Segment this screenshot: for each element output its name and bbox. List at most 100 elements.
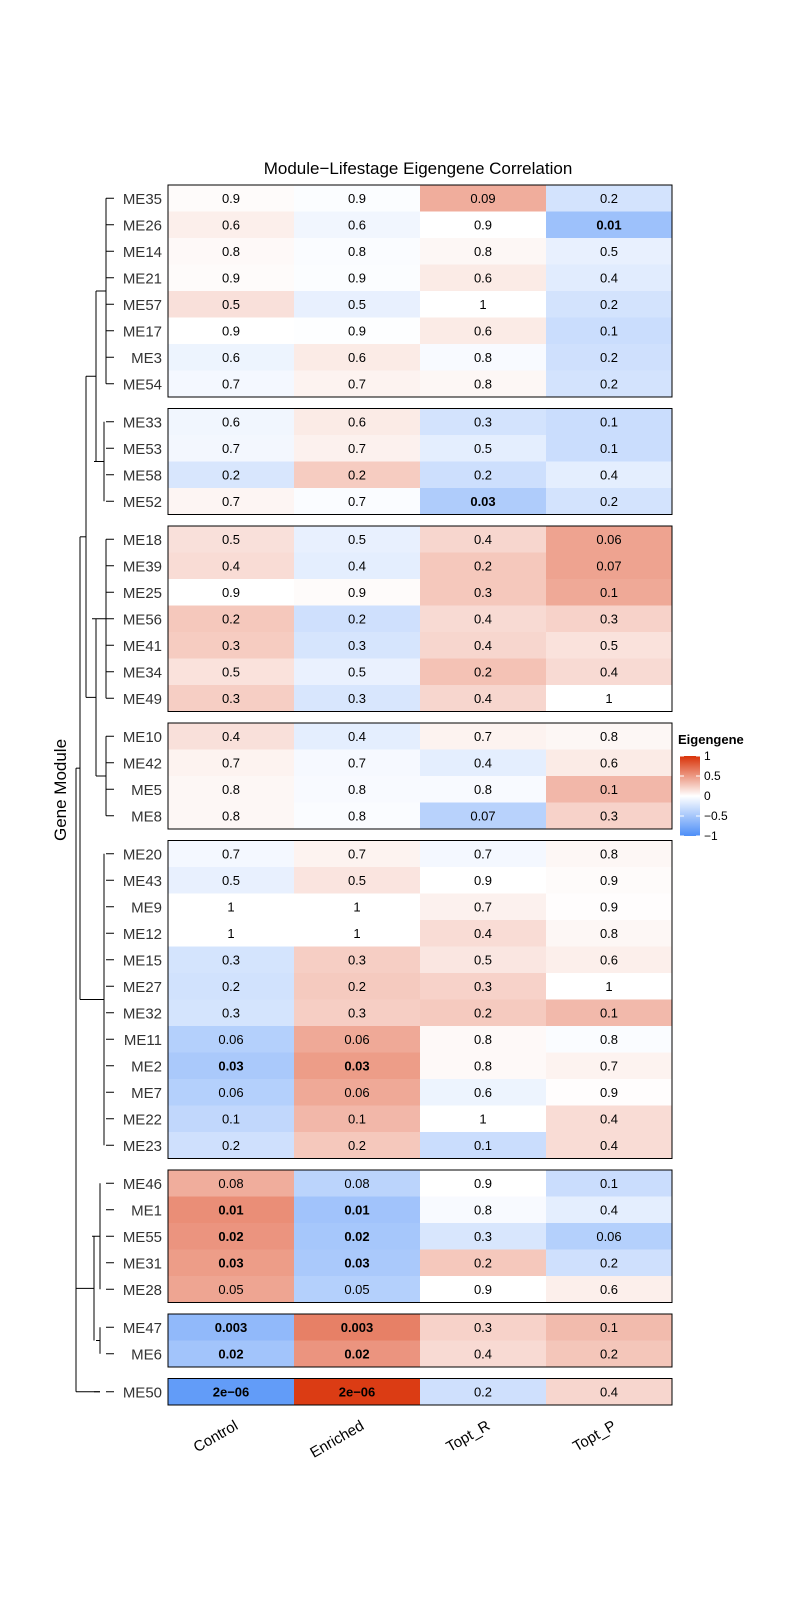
heatmap-cell-ME50-Control [168, 1378, 294, 1405]
heatmap-cell-ME26-Control [168, 211, 294, 238]
legend-tick-label: 0 [704, 789, 711, 803]
cell-label: 0.8 [600, 926, 618, 941]
heatmap-cell-ME47-Control [168, 1314, 294, 1341]
cell-label: 0.03 [218, 1255, 243, 1270]
cell-label: 0.1 [600, 1320, 618, 1335]
heatmap-cell-ME31-Topt_P [546, 1249, 672, 1276]
cell-label: 1 [605, 979, 612, 994]
heatmap-cell-ME15-Topt_P [546, 946, 672, 973]
color-legend: Eigengene 1 0.5 0 −0.5 −1 [678, 732, 744, 843]
row-label-ME6: ME6 [131, 1346, 162, 1363]
chart-title: Module−Lifestage Eigengene Correlation [264, 159, 573, 178]
cell-label: 0.1 [222, 1111, 240, 1126]
cell-label: 0.2 [348, 611, 366, 626]
cell-label: 0.02 [218, 1229, 243, 1244]
y-axis-label: Gene Module [51, 739, 70, 841]
heatmap-cell-ME34-Topt_P [546, 658, 672, 685]
row-label-ME53: ME53 [123, 441, 162, 458]
heatmap-cell-ME17-Control [168, 317, 294, 344]
heatmap-cell-ME58-Topt_P [546, 461, 672, 488]
heatmap-cell-ME14-Topt_P [546, 238, 672, 265]
cell-label: 0.01 [596, 217, 621, 232]
cell-label: 0.9 [600, 1085, 618, 1100]
heatmap-cell-ME5-Topt_R [420, 776, 546, 803]
heatmap-cell-ME21-Topt_P [546, 264, 672, 291]
row-label-ME28: ME28 [123, 1282, 162, 1299]
row-label-ME41: ME41 [123, 638, 162, 655]
cell-label: 0.6 [222, 350, 240, 365]
row-label-ME11: ME11 [124, 1032, 162, 1049]
row-label-ME18: ME18 [123, 532, 162, 549]
heatmap-cell-ME52-Topt_P [546, 488, 672, 515]
heatmap-cell-ME32-Topt_P [546, 999, 672, 1026]
heatmap-cell-ME28-Topt_P [546, 1276, 672, 1303]
heatmap-cell-ME6-Topt_P [546, 1340, 672, 1367]
row-label-ME34: ME34 [123, 664, 162, 681]
cell-label: 0.6 [600, 755, 618, 770]
heatmap-cell-ME34-Control [168, 658, 294, 685]
cell-label: 0.5 [600, 244, 618, 259]
heatmap-cell-ME28-Enriched [294, 1276, 420, 1303]
cell-label: 0.6 [474, 323, 492, 338]
heatmap-cell-ME26-Topt_R [420, 211, 546, 238]
cell-label: 0.4 [600, 1111, 618, 1126]
row-label-ME54: ME54 [123, 376, 162, 393]
cell-label: 0.3 [348, 952, 366, 967]
row-label-ME50: ME50 [123, 1384, 162, 1401]
cell-label: 0.6 [348, 414, 366, 429]
cell-label: 0.5 [348, 664, 366, 679]
heatmap-cell-ME33-Enriched [294, 408, 420, 435]
heatmap-cell-ME1-Topt_R [420, 1196, 546, 1223]
heatmap-cell-ME46-Control [168, 1170, 294, 1197]
heatmap-cell-ME17-Topt_R [420, 317, 546, 344]
cell-label: 0.6 [348, 217, 366, 232]
row-label-ME10: ME10 [123, 729, 162, 746]
cell-label: 0.06 [344, 1085, 369, 1100]
cell-label: 0.01 [344, 1202, 369, 1217]
heatmap-cell-ME22-Control [168, 1105, 294, 1132]
cell-label: 0.2 [600, 1346, 618, 1361]
heatmap-cell-ME58-Enriched [294, 461, 420, 488]
cell-label: 0.06 [596, 1229, 621, 1244]
heatmap-cell-ME7-Topt_R [420, 1079, 546, 1106]
heatmap-cell-ME54-Enriched [294, 370, 420, 397]
cell-label: 0.8 [474, 376, 492, 391]
cell-label: 0.8 [222, 808, 240, 823]
cell-label: 0.2 [600, 1255, 618, 1270]
row-label-ME43: ME43 [123, 873, 162, 890]
heatmap-cell-ME47-Topt_P [546, 1314, 672, 1341]
cell-label: 0.8 [474, 1058, 492, 1073]
heatmap-cell-ME50-Topt_R [420, 1378, 546, 1405]
cell-label: 1 [353, 899, 360, 914]
cell-label: 0.003 [341, 1320, 374, 1335]
cell-label: 0.2 [600, 350, 618, 365]
heatmap-cell-ME42-Enriched [294, 749, 420, 776]
cell-label: 0.03 [344, 1058, 369, 1073]
cell-label: 0.7 [222, 441, 240, 456]
cell-label: 0.8 [474, 244, 492, 259]
cell-label: 0.8 [222, 244, 240, 259]
heatmap-cell-ME15-Enriched [294, 946, 420, 973]
heatmap-cell-ME32-Enriched [294, 999, 420, 1026]
heatmap-cell-ME43-Control [168, 867, 294, 894]
cell-label: 0.4 [474, 755, 492, 770]
heatmap-cell-ME20-Control [168, 840, 294, 867]
heatmap-cell-ME58-Topt_R [420, 461, 546, 488]
cell-label: 0.2 [474, 1005, 492, 1020]
heatmap-cell-ME49-Topt_R [420, 685, 546, 712]
heatmap-cell-ME3-Enriched [294, 344, 420, 371]
heatmap-cell-ME56-Enriched [294, 605, 420, 632]
cell-label: 0.4 [474, 926, 492, 941]
cell-label: 0.02 [218, 1346, 243, 1361]
cell-label: 0.4 [600, 1202, 618, 1217]
heatmap-cell-ME18-Topt_R [420, 526, 546, 553]
heatmap-cell-ME35-Topt_P [546, 185, 672, 212]
heatmap-cell-ME27-Topt_R [420, 973, 546, 1000]
heatmap-cell-ME31-Control [168, 1249, 294, 1276]
cell-label: 0.03 [218, 1058, 243, 1073]
cell-label: 0.8 [348, 782, 366, 797]
legend-tick-label: −0.5 [704, 809, 728, 823]
row-label-ME3: ME3 [131, 350, 162, 367]
heatmap-cell-ME12-Topt_R [420, 920, 546, 947]
